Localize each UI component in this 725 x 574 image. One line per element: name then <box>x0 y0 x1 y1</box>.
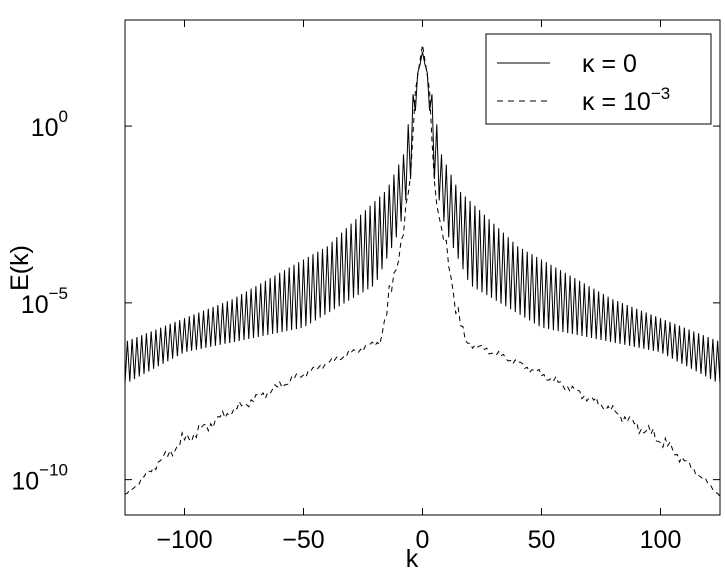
x-tick-label: 0 <box>416 526 430 554</box>
series-layer <box>125 44 720 497</box>
x-tick-label: 50 <box>528 526 556 554</box>
legend-entry-2-greek: κ <box>582 88 595 116</box>
x-tick-label: −100 <box>156 526 212 554</box>
y-tick-label: 10−10 <box>11 461 68 496</box>
series-line-kappa-1e-3 <box>125 44 720 497</box>
ticks-layer: −100 −50 0 50 100 100 10−5 10−10 <box>11 20 720 554</box>
y-tick-label: 10−5 <box>21 284 68 319</box>
legend-entry-1-text: = 0 <box>595 50 637 78</box>
y-axis-label: E(k) <box>6 245 34 291</box>
x-tick-label: −50 <box>282 526 324 554</box>
series-line-kappa-0 <box>125 51 720 385</box>
legend-box <box>485 33 712 125</box>
x-axis-label: k <box>406 545 419 573</box>
legend-entry-2-exponent: −3 <box>651 84 670 103</box>
legend-entry-2-text: = 10 <box>595 88 651 116</box>
legend-entry-2: κ = 10−3 <box>582 84 670 116</box>
legend-entry-1: κ = 0 <box>582 50 637 78</box>
legend: κ = 0 κ = 10−3 <box>485 33 712 125</box>
y-tick-label: 100 <box>31 107 68 142</box>
legend-entry-1-greek: κ <box>582 50 595 78</box>
x-tick-label: 100 <box>640 526 682 554</box>
